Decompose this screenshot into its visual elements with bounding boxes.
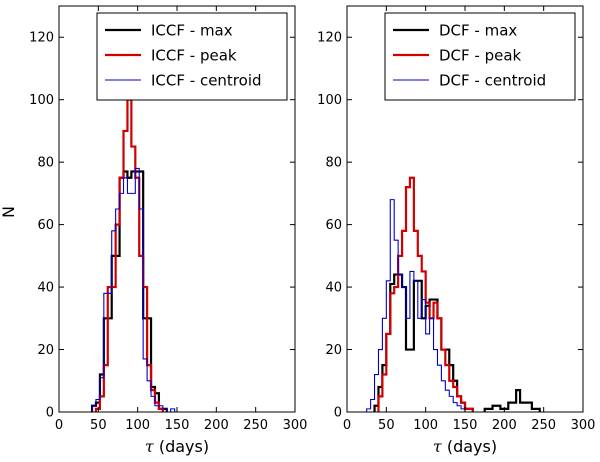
y-axis-label: N [0,206,18,218]
iccf-legend-label-1: ICCF - peak [151,47,237,65]
dcf-x-tick-label: 150 [453,418,478,433]
dcf-x-axis-symbol: τ [433,437,443,456]
dcf-x-tick-label: 0 [343,418,351,433]
dcf-legend-label-2: DCF - centroid [439,72,546,90]
dcf-y-tick-label: 80 [325,156,342,171]
iccf-x-tick-label: 150 [165,418,190,433]
dcf-panel: 0 50 100 150 200 250 300 0 20 40 60 80 100 120 τ (days… [317,5,596,456]
iccf-y-tick-label: 0 [46,406,54,421]
iccf-y-tick-label: 120 [29,31,54,46]
iccf-legend-box [96,12,288,101]
iccf-y-tick-label: 100 [29,93,54,108]
iccf-y-tick-label: 60 [37,218,54,233]
iccf-x-tick-label: 0 [55,418,63,433]
iccf-x-axis-symbol: τ [145,437,155,456]
dcf-y-tick-label: 40 [325,281,342,296]
dcf-x-tick-label: 200 [492,418,517,433]
iccf-legend: ICCF - max ICCF - peak ICCF - centroid [96,12,288,101]
dcf-legend-label-1: DCF - peak [439,47,522,65]
dcf-series-2-histogram [366,199,466,412]
dcf-y-tick-label: 120 [317,31,342,46]
iccf-y-tick-label: 40 [37,281,54,296]
iccf-x-axis-label: τ (days) [145,437,209,456]
iccf-series-1-histogram [94,98,164,412]
dcf-x-axis-unit: (days) [442,437,497,456]
dcf-y-tick-label: 20 [325,343,342,358]
dcf-series-1-histogram [377,176,474,412]
iccf-panel: 0 50 100 150 200 250 300 0 20 40 60 80 100 120 τ (days… [29,5,308,456]
dcf-y-tick-label: 60 [325,218,342,233]
iccf-y-tick-label: 20 [37,343,54,358]
dcf-legend: DCF - max DCF - peak DCF - centroid [384,12,576,101]
dcf-legend-label-0: DCF - max [439,22,517,40]
iccf-x-axis-unit: (days) [154,437,209,456]
iccf-legend-label-2: ICCF - centroid [151,72,262,90]
dcf-y-tick-label: 100 [317,93,342,108]
dcf-x-tick-label: 100 [413,418,438,433]
iccf-x-tick-label: 250 [243,418,268,433]
iccf-legend-label-0: ICCF - max [151,22,233,40]
dcf-y-tick-label: 0 [334,406,342,421]
iccf-y-tick-label: 80 [37,156,54,171]
dcf-x-tick-label: 300 [571,418,596,433]
dcf-x-tick-label: 50 [378,418,395,433]
iccf-x-tick-label: 200 [204,418,229,433]
iccf-x-tick-label: 50 [90,418,107,433]
iccf-x-tick-label: 300 [283,418,308,433]
dcf-legend-box [384,12,576,101]
iccf-series-2-histogram [91,167,176,412]
iccf-x-tick-label: 100 [125,418,150,433]
dcf-x-axis-label: τ (days) [433,437,497,456]
dcf-x-tick-label: 250 [531,418,556,433]
